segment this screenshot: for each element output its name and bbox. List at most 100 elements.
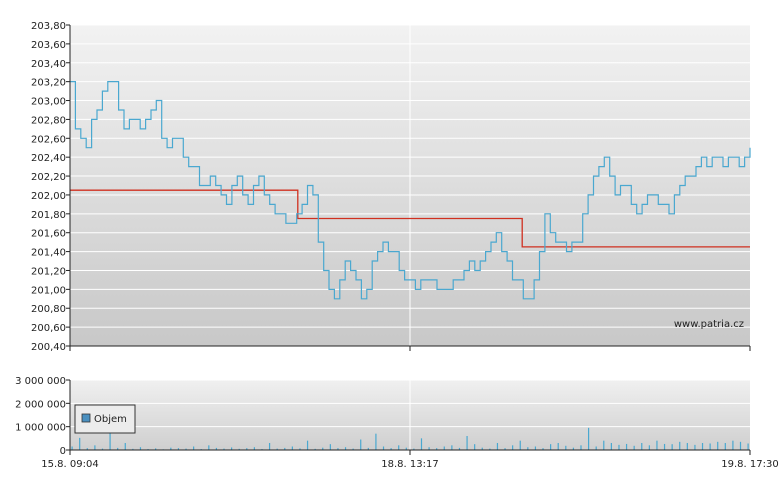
volume-y-tick-label: 3 000 000 bbox=[15, 376, 66, 387]
volume-bar bbox=[193, 446, 195, 450]
volume-bar bbox=[663, 443, 666, 450]
volume-bar bbox=[329, 444, 331, 450]
volume-bar bbox=[367, 447, 369, 450]
volume-bar bbox=[223, 448, 225, 450]
volume-bar bbox=[231, 447, 233, 450]
price-y-tick-label: 203,80 bbox=[31, 21, 66, 32]
volume-bar bbox=[489, 448, 491, 450]
volume-y-tick-label: 0 bbox=[60, 446, 66, 457]
volume-bar bbox=[375, 433, 377, 450]
volume-bar bbox=[291, 446, 293, 450]
volume-bar bbox=[155, 448, 157, 450]
price-y-tick-label: 202,80 bbox=[31, 115, 66, 126]
price-y-tick-label: 203,00 bbox=[31, 97, 66, 108]
price-y-tick-label: 203,60 bbox=[31, 40, 66, 51]
volume-bar bbox=[458, 447, 461, 450]
volume-bar bbox=[572, 447, 575, 450]
volume-bar bbox=[527, 447, 529, 450]
price-y-tick-label: 201,40 bbox=[31, 248, 66, 259]
volume-bar bbox=[139, 447, 142, 450]
volume-bar bbox=[610, 443, 612, 450]
volume-bar bbox=[739, 441, 742, 450]
volume-bar bbox=[474, 444, 476, 450]
volume-bar bbox=[466, 436, 468, 450]
volume-bar bbox=[701, 443, 704, 450]
x-axis: 15.8. 09:04 18.8. 13:17 19.8. 17:30 bbox=[41, 346, 779, 470]
volume-bar bbox=[618, 444, 620, 450]
price-y-tick-label: 201,60 bbox=[31, 229, 66, 240]
volume-bar bbox=[344, 447, 347, 450]
volume-bar bbox=[679, 441, 681, 450]
volume-bar bbox=[109, 420, 111, 450]
volume-bar bbox=[314, 448, 316, 450]
volume-bar bbox=[420, 438, 423, 450]
price-y-tick-label: 203,20 bbox=[31, 78, 66, 89]
legend: Objem bbox=[74, 404, 136, 434]
volume-bar bbox=[413, 448, 415, 450]
volume-bar bbox=[71, 446, 73, 450]
volume-bar bbox=[276, 448, 278, 450]
volume-bar bbox=[405, 447, 407, 450]
volume-bar bbox=[253, 447, 255, 450]
volume-bar bbox=[124, 443, 126, 450]
volume-y-axis: 0 1 000 000 2 000 000 3 000 000 bbox=[15, 376, 70, 457]
volume-bar bbox=[79, 437, 81, 450]
price-y-tick-label: 202,60 bbox=[31, 134, 66, 145]
volume-bar bbox=[451, 445, 453, 450]
volume-bar bbox=[512, 445, 514, 450]
volume-bar bbox=[117, 447, 119, 450]
volume-bar bbox=[717, 441, 719, 450]
volume-bar bbox=[428, 447, 430, 450]
volume-bar bbox=[504, 448, 506, 450]
volume-bar bbox=[185, 448, 187, 450]
volume-bar bbox=[724, 443, 726, 450]
volume-y-tick-label: 2 000 000 bbox=[15, 399, 66, 410]
price-y-tick-label: 203,40 bbox=[31, 59, 66, 70]
volume-bar bbox=[633, 445, 635, 450]
volume-bar bbox=[246, 448, 248, 450]
price-y-tick-label: 201,00 bbox=[31, 285, 66, 296]
volume-bar bbox=[101, 448, 104, 450]
volume-bar bbox=[519, 440, 521, 450]
price-y-tick-label: 202,40 bbox=[31, 153, 66, 164]
volume-bar bbox=[671, 444, 673, 450]
volume-bar bbox=[580, 445, 582, 450]
legend-label: Objem bbox=[94, 414, 127, 425]
volume-bar bbox=[534, 446, 537, 450]
volume-bar bbox=[747, 443, 749, 450]
price-y-tick-label: 201,80 bbox=[31, 210, 66, 221]
x-tick-label: 19.8. 17:30 bbox=[721, 459, 778, 470]
price-y-tick-label: 202,20 bbox=[31, 172, 66, 183]
volume-bar bbox=[694, 444, 696, 450]
volume-bar bbox=[382, 446, 385, 450]
volume-bar bbox=[496, 443, 499, 450]
volume-bar bbox=[557, 443, 559, 450]
volume-y-tick-label: 1 000 000 bbox=[15, 423, 66, 434]
volume-bar bbox=[595, 446, 597, 450]
volume-bar bbox=[603, 440, 605, 450]
volume-bar bbox=[177, 448, 180, 450]
volume-bar bbox=[732, 440, 734, 450]
volume-bar bbox=[443, 446, 445, 450]
volume-bar bbox=[284, 447, 286, 450]
volume-bar bbox=[170, 447, 172, 450]
volume-bar bbox=[648, 445, 650, 450]
volume-bar bbox=[322, 447, 324, 450]
volume-bar bbox=[625, 443, 628, 450]
volume-bar bbox=[208, 445, 210, 450]
price-y-tick-label: 200,40 bbox=[31, 342, 66, 353]
price-y-tick-label: 202,00 bbox=[31, 191, 66, 202]
volume-bar bbox=[86, 448, 88, 450]
volume-bar bbox=[299, 448, 301, 450]
price-line-group bbox=[70, 81, 751, 300]
price-y-tick-label: 200,60 bbox=[31, 323, 66, 334]
volume-bar bbox=[94, 445, 96, 450]
price-y-tick-label: 201,20 bbox=[31, 266, 66, 277]
volume-bar bbox=[641, 443, 643, 450]
reference-line-group bbox=[70, 189, 750, 248]
volume-bar bbox=[481, 447, 483, 450]
x-tick-label: 18.8. 13:17 bbox=[381, 459, 438, 470]
volume-bar bbox=[565, 445, 567, 450]
reference-line bbox=[70, 189, 750, 248]
